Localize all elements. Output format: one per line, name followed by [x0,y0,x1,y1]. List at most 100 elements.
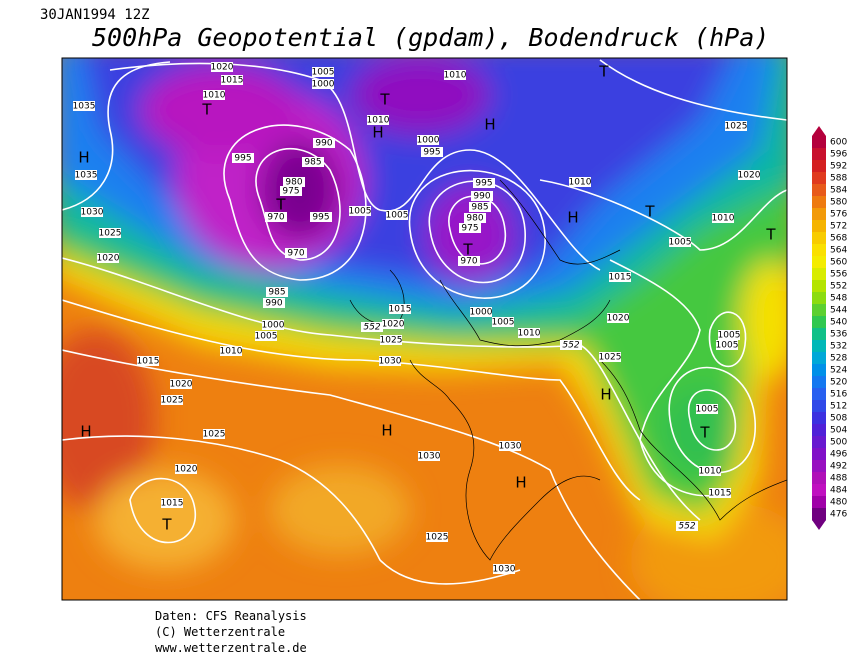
label-box [696,404,718,414]
pressure-center: T [699,424,710,442]
label-box [73,101,95,111]
isobar-label: 1005 [349,207,372,217]
isobars [62,59,787,600]
pressure-center: T [765,226,776,244]
isobar-label: 1010 [444,71,467,81]
isobar-label: 552 [678,522,695,532]
colorbar-cell [812,388,826,401]
isobar-label: 1000 [417,136,440,146]
isobar-label: 1010 [569,178,592,188]
colorbar-label: 568 [830,234,847,244]
isobar-label: 1005 [312,68,335,78]
map-frame [61,57,788,601]
isobar-label: 1015 [161,499,184,509]
colorbar-cell [812,208,826,221]
isobar-label: 1020 [170,380,193,390]
label-box [609,272,631,282]
isobar-label: 975 [461,224,478,234]
colorbar-label: 584 [830,186,847,196]
colorbar-cell [812,148,826,161]
colorbar-label: 540 [830,318,847,328]
isobar-label: 985 [268,288,285,298]
pressure-center: T [644,203,655,221]
colorbar-label: 560 [830,258,847,268]
colorbar-cell [812,160,826,173]
pressure-center: H [484,116,495,134]
isobar-label: 1000 [470,308,493,318]
label-box [599,352,621,362]
colorbar-label: 588 [830,174,847,184]
isobar-label: 1010 [220,347,243,357]
label-box [607,313,629,323]
colorbar-label: 512 [830,402,847,412]
colorbar-label: 532 [830,342,847,352]
label-box [280,186,302,196]
colorbar-cell [812,376,826,389]
label-box [170,379,192,389]
label-box [669,237,691,247]
isobar-label: 995 [475,179,492,189]
label-box [203,90,225,100]
label-box [220,346,242,356]
isobar-label: 1015 [221,76,244,86]
label-box [203,429,225,439]
pressure-center: T [275,196,286,214]
colorbar-label: 556 [830,270,847,280]
label-box [81,207,103,217]
colorbar-cell [812,400,826,413]
isobar-label: 1020 [382,320,405,330]
colorbar-label: 536 [830,330,847,340]
isobar-label: 1020 [97,254,120,264]
label-box [426,532,448,542]
isobar-label: 1025 [426,533,449,543]
colorbar-label: 488 [830,474,847,484]
isobar-label: 1010 [367,116,390,126]
isobar-label: 1025 [380,336,403,346]
pressure-center: T [379,91,390,109]
isobar-label: 990 [265,299,282,309]
label-box [499,441,521,451]
colorbar-cell [812,508,826,521]
colorbar-cell [812,412,826,425]
label-box [389,304,411,314]
label-box [718,330,740,340]
label-box [738,170,760,180]
isobar-label: 1010 [699,467,722,477]
colorbar-cell [812,172,826,185]
isobar-label: 1015 [389,305,412,315]
label-box [161,498,183,508]
label-box [699,466,721,476]
colorbar-label: 476 [830,510,847,520]
isobar-label: 1030 [81,208,104,218]
colorbar-cell [812,352,826,365]
colorbar-cell [812,472,826,485]
colorbar-cell [812,316,826,329]
isobar-label: 1010 [712,214,735,224]
pressure-center: H [381,422,392,440]
label-box [211,62,233,72]
colorbar-label: 576 [830,210,847,220]
label-box [255,331,277,341]
colorbar-cell [812,292,826,305]
colorbar-label: 572 [830,222,847,232]
label-box [518,328,540,338]
colorbar-cell [812,436,826,449]
label-box [709,488,731,498]
label-box [493,564,515,574]
colorbar-label: 480 [830,498,847,508]
footer-line: Daten: CFS Reanalysis [155,609,307,623]
colorbar-label: 596 [830,150,847,160]
label-box [471,191,493,201]
isobar-label: 1020 [738,171,761,181]
colorbar-label: 552 [830,282,847,292]
label-box [310,212,332,222]
title: 500hPa Geopotential (gpdam), Bodendruck … [92,23,769,52]
colorbar-cap [812,520,826,530]
isobar-label: 985 [304,158,321,168]
isobar-label: 1005 [696,405,719,415]
isobar-label: 1010 [203,91,226,101]
colorbar-cell [812,328,826,341]
isobar-label: 1005 [255,332,278,342]
label-box [99,228,121,238]
